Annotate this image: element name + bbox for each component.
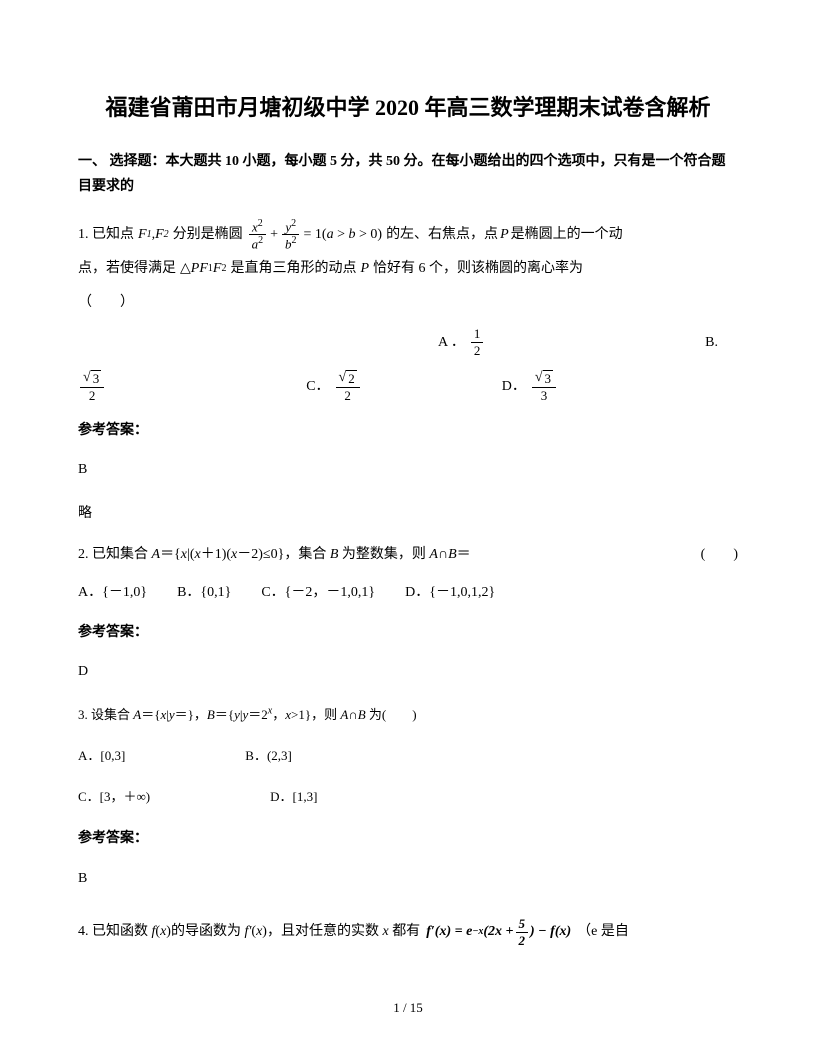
q2-optD: D．{－1,0,1,2} — [405, 576, 495, 610]
q1-line2b: 是直角三角形的动点 — [230, 252, 356, 286]
q1-options-row1: A ． 1 2 B. — [78, 326, 738, 360]
q2-answer-label: 参考答案： — [78, 616, 738, 650]
q2-paren: ( ) — [701, 538, 738, 572]
q1-line2c: 恰好有 6 个，则该椭圆的离心率为 — [373, 252, 583, 286]
q1-answer: B — [78, 453, 738, 487]
q1-option-a: A ． 1 2 — [438, 326, 485, 360]
question-4: 4. 已知函数 f(x)的导函数为 f′(x)，且对任意的实数 x 都有 f′(… — [78, 915, 738, 949]
q1-optb-den: 2 — [86, 388, 99, 404]
q3-answer: B — [78, 862, 738, 896]
q2-optB: B．{0,1} — [177, 576, 231, 610]
q1-options-row2: √3 2 C． √2 2 D． √3 3 — [78, 369, 738, 403]
q1-optd-num: 3 — [543, 370, 554, 387]
q1-optc-num: 2 — [346, 370, 357, 387]
q2-optC: C．{－2，－1,0,1} — [261, 576, 375, 610]
q4-text-a: 4. 已知函数 f(x)的导函数为 f′(x)，且对任意的实数 x 都有 — [78, 915, 420, 949]
q1-optb-num: 3 — [91, 370, 102, 387]
q1-blank: （ ） — [78, 286, 134, 320]
q1-option-c: C． √2 2 — [306, 369, 362, 403]
q2-text: 2. 已知集合 A＝{x|(x＋1)(x－2)≤0}，集合 B 为整数集，则 A… — [78, 538, 471, 572]
q1-foci: F1, F2 — [138, 218, 169, 252]
q3-options-row2: C．[3，＋∞) D．[1,3] — [78, 781, 738, 812]
question-1: 1. 已知点 F1, F2 分别是椭圆 x2a2 + y2b2 = 1(a > … — [78, 218, 738, 531]
q1-P2: P — [360, 252, 369, 286]
page-number: 1 / 15 — [0, 1000, 816, 1016]
q1-ellipse-eq: x2a2 + y2b2 = 1(a > b > 0) — [247, 218, 382, 253]
q2-options: A．{－1,0} B．{0,1} C．{－2，－1,0,1} D．{－1,0,1… — [78, 576, 738, 610]
q1-mid1: 分别是椭圆 — [173, 218, 243, 252]
question-3: 3. 设集合 A＝{x|y＝}，B＝{y|y＝2x，x>1}，则 A∩B 为( … — [78, 699, 738, 896]
q1-optd-den: 3 — [538, 388, 551, 404]
q1-optc-den: 2 — [341, 388, 354, 404]
q3-answer-label: 参考答案： — [78, 822, 738, 856]
q2-optA: A．{－1,0} — [78, 576, 147, 610]
question-2: 2. 已知集合 A＝{x|(x＋1)(x－2)≤0}，集合 B 为整数集，则 A… — [78, 538, 738, 688]
page-title: 福建省莆田市月塘初级中学 2020 年高三数学理期末试卷含解析 — [78, 90, 738, 125]
q1-mid3: 是椭圆上的一个动 — [511, 218, 623, 252]
q1-P: P — [500, 218, 509, 252]
q1-triangle: △PF1F2 — [180, 252, 226, 286]
q1-option-b-val: √3 2 — [78, 369, 106, 403]
q3-optB: B．(2,3] — [245, 740, 292, 771]
q1-opta-den: 2 — [471, 343, 484, 359]
q1-optb-label: B. — [705, 326, 718, 360]
q1-brief: 略 — [78, 497, 738, 531]
q1-opta-label: A ． — [438, 326, 465, 360]
q4-text-b: （e 是自 — [577, 915, 629, 949]
q1-mid2: 的左、右焦点，点 — [386, 218, 498, 252]
q1-optc-label: C． — [306, 370, 329, 404]
q3-text: 3. 设集合 A＝{x|y＝}，B＝{y|y＝2x，x>1}，则 A∩B 为( … — [78, 699, 738, 730]
q3-optA: A．[0,3] — [78, 740, 125, 771]
q1-answer-label: 参考答案： — [78, 414, 738, 448]
q1-line2a: 点，若使得满足 — [78, 252, 176, 286]
q3-optD: D．[1,3] — [270, 781, 317, 812]
section-header: 一、 选择题：本大题共 10 小题，每小题 5 分，共 50 分。在每小题给出的… — [78, 149, 738, 199]
q1-option-b-label: B. — [705, 326, 718, 360]
q1-optd-label: D． — [502, 370, 526, 404]
q3-optC: C．[3，＋∞) — [78, 781, 150, 812]
q3-options-row1: A．[0,3] B．(2,3] — [78, 740, 738, 771]
q1-prefix: 1. 已知点 — [78, 218, 134, 252]
q4-formula: f′(x) = e−x(2x + 52) − f(x) — [426, 915, 571, 949]
q1-option-d: D． √3 3 — [502, 369, 558, 403]
q2-answer: D — [78, 655, 738, 689]
q1-opta-num: 1 — [471, 326, 484, 343]
